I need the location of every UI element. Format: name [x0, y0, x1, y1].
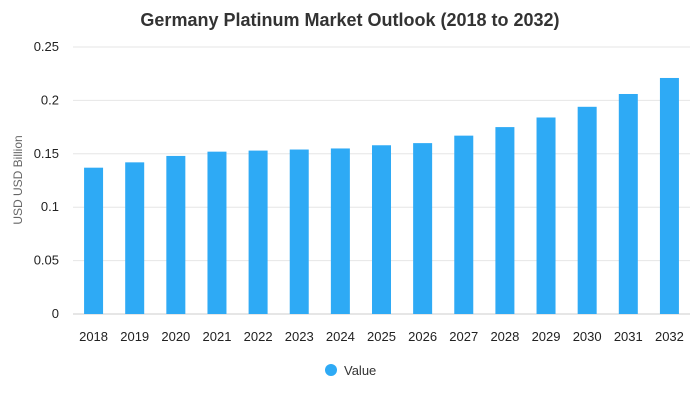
x-tick-label: 2032: [655, 329, 684, 344]
y-tick-label: 0.15: [34, 146, 59, 161]
x-tick-label: 2023: [285, 329, 314, 344]
x-tick-label: 2022: [244, 329, 273, 344]
bar-2032[interactable]: [659, 77, 679, 314]
y-tick-label: 0.05: [34, 253, 59, 268]
bar-2028[interactable]: [495, 127, 515, 314]
x-tick-label: 2024: [326, 329, 355, 344]
y-tick-label: 0.25: [34, 39, 59, 54]
chart-title: Germany Platinum Market Outlook (2018 to…: [140, 10, 559, 30]
bar-2024[interactable]: [330, 148, 350, 314]
legend[interactable]: Value: [325, 363, 376, 378]
bar-2027[interactable]: [454, 135, 474, 314]
x-tick-label: 2019: [120, 329, 149, 344]
bar-2029[interactable]: [536, 117, 556, 314]
y-tick-label: 0: [52, 306, 59, 321]
bar-2025[interactable]: [372, 145, 391, 314]
bar-2020[interactable]: [166, 155, 186, 314]
x-tick-label: 2021: [203, 329, 232, 344]
legend-swatch-value: [325, 364, 337, 376]
y-axis-ticks: 0 0.05 0.1 0.15 0.2 0.25: [34, 39, 59, 321]
bar-2022[interactable]: [248, 150, 268, 314]
bar-2031[interactable]: [618, 93, 638, 314]
y-tick-label: 0.1: [41, 199, 59, 214]
bar-2019[interactable]: [125, 162, 145, 314]
x-tick-label: 2020: [161, 329, 190, 344]
x-tick-label: 2028: [490, 329, 519, 344]
x-tick-label: 2031: [614, 329, 643, 344]
y-axis-label: USD USD Billion: [11, 135, 25, 224]
bar-2026[interactable]: [413, 143, 433, 314]
bar-2018[interactable]: [84, 167, 104, 314]
bar-2023[interactable]: [289, 149, 309, 314]
legend-label-value: Value: [344, 363, 376, 378]
bars: [84, 77, 679, 314]
y-tick-label: 0.2: [41, 92, 59, 107]
bar-2030[interactable]: [577, 106, 597, 314]
x-tick-label: 2029: [532, 329, 561, 344]
x-tick-label: 2027: [449, 329, 478, 344]
x-tick-label: 2026: [408, 329, 437, 344]
bar-2021[interactable]: [207, 151, 227, 314]
x-axis-ticks: 2018 2019 2020 2021 2022 2023 2024 2025 2026 2027…: [79, 329, 684, 344]
x-tick-label: 2030: [573, 329, 602, 344]
x-tick-label: 2018: [79, 329, 108, 344]
x-tick-label: 2025: [367, 329, 396, 344]
